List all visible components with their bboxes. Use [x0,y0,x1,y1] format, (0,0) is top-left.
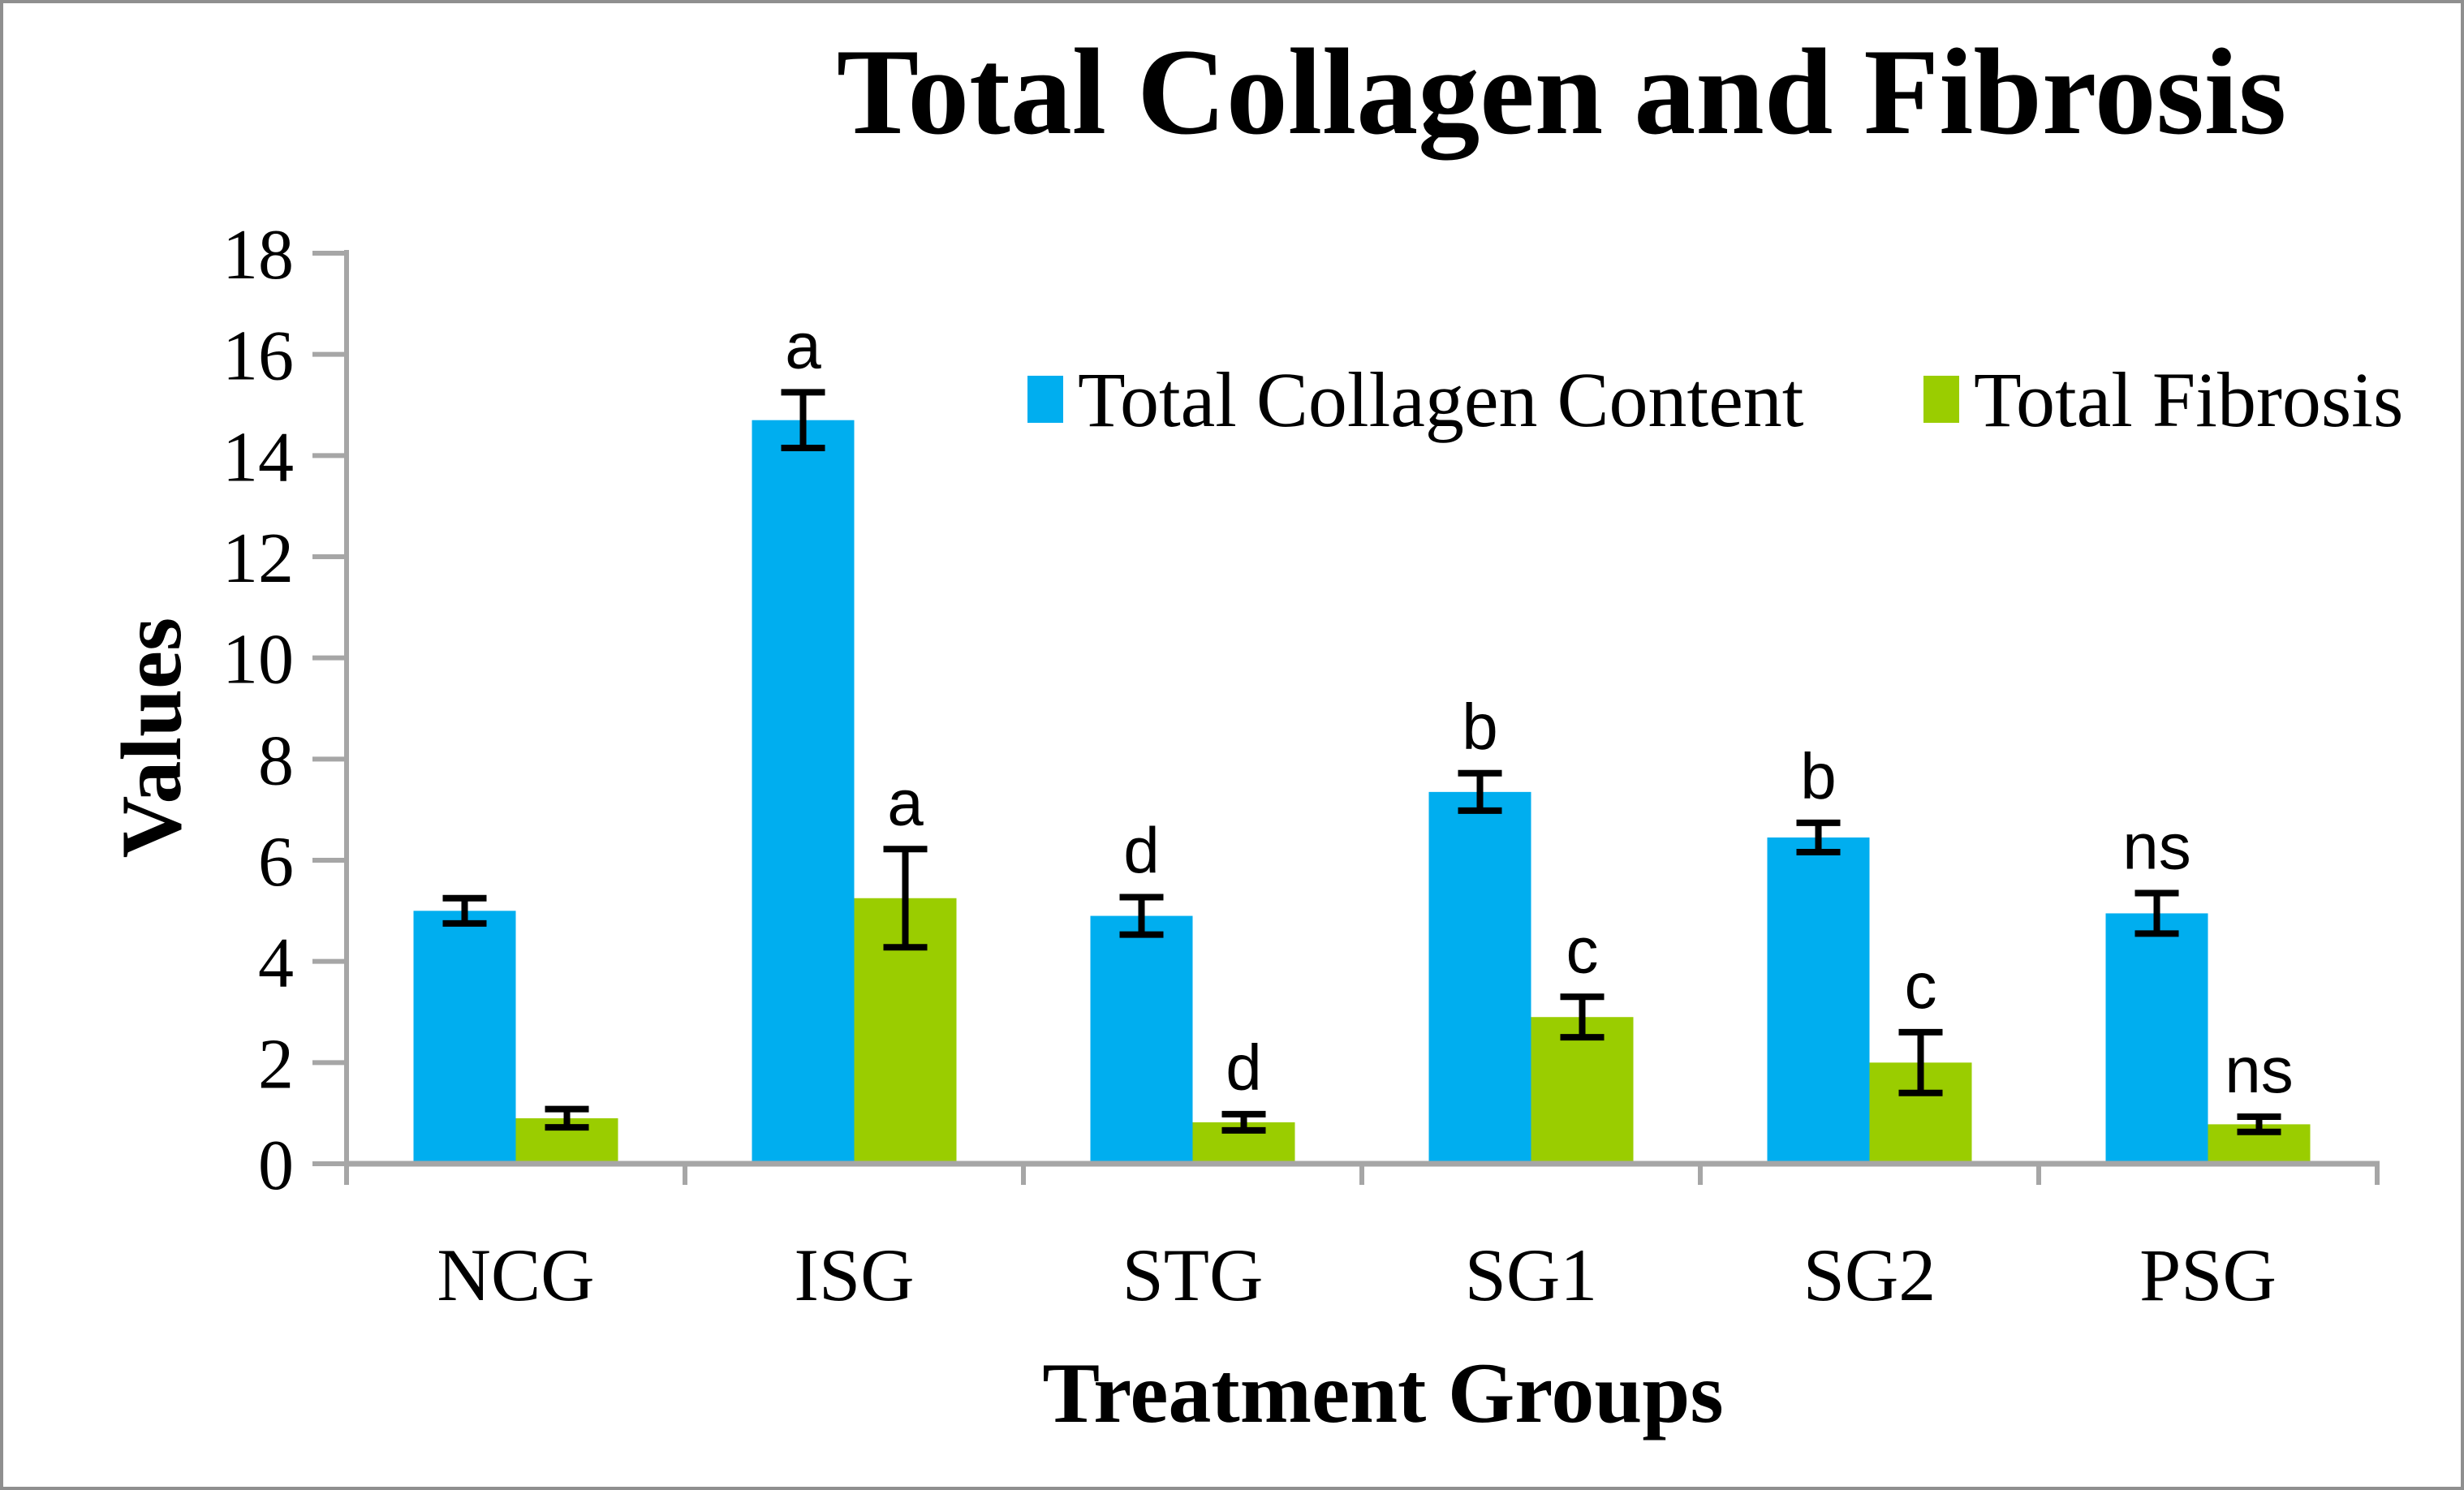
y-tick-label-2: 2 [258,1025,294,1104]
error-bar-fibrosis-ISG [883,846,928,951]
sig-label-collagen-SG1: b [1462,691,1498,763]
sig-label-fibrosis-SG1: c [1566,914,1599,986]
bar-collagen-SG1 [1428,791,1531,1164]
error-bar-fibrosis-SG1 [1560,993,1605,1041]
sig-label-fibrosis-PSG: ns [2225,1034,2294,1106]
x-category-label-NCG: NCG [437,1234,594,1316]
y-tick-label-0: 0 [258,1126,294,1205]
error-bar-fibrosis-STG [1221,1110,1266,1134]
bar-collagen-SG2 [1767,837,1870,1164]
sig-label-fibrosis-SG2: c [1905,950,1937,1022]
error-bar-fibrosis-PSG [2237,1113,2281,1135]
y-tick-label-6: 6 [258,823,294,902]
legend-item-total-collagen-content: Total Collagen Content [1027,355,1803,443]
y-tick-label-4: 4 [258,924,294,1003]
plot-area: a a d d b c b c ns ns 0 2 4 6 8 10 12 14 16 18 NCG ISG STG SG1 S… [222,216,2380,1316]
error-bar-collagen-NCG [442,894,487,927]
chart-title: Total Collagen and Fibrosis [836,24,2287,160]
bar-collagen-NCG [413,911,516,1164]
x-category-label-ISG: ISG [794,1234,914,1316]
sig-label-collagen-STG: d [1123,815,1160,887]
y-tick-label-10: 10 [222,621,294,700]
y-tick-label-12: 12 [222,519,294,598]
error-bar-fibrosis-NCG [545,1105,589,1131]
error-bar-collagen-SG1 [1458,769,1502,814]
y-axis-title: Values [104,617,199,859]
legend-label-total-collagen-content: Total Collagen Content [1078,355,1804,443]
error-bar-collagen-PSG [2134,889,2179,937]
x-axis-title: Treatment Groups [1042,1346,1724,1440]
x-category-label-SG2: SG2 [1803,1234,1936,1316]
bar-collagen-ISG [752,420,855,1164]
legend-swatch-fibrosis-icon [1923,376,1959,423]
bar-fibrosis-SG1 [1531,1017,1634,1164]
error-bar-collagen-STG [1119,894,1164,938]
legend-label-total-fibrosis: Total Fibrosis [1974,355,2404,443]
sig-label-collagen-SG2: b [1800,740,1837,812]
bar-collagen-STG [1090,915,1193,1164]
x-category-label-SG1: SG1 [1465,1234,1598,1316]
sig-label-fibrosis-STG: d [1226,1031,1262,1104]
sig-label-collagen-PSG: ns [2122,811,2191,883]
y-tick-label-8: 8 [258,721,294,800]
error-bar-fibrosis-SG2 [1898,1028,1943,1096]
y-tick-label-16: 16 [222,317,294,396]
legend-swatch-collagen-icon [1027,376,1063,423]
error-bar-collagen-ISG [781,389,825,451]
sig-label-fibrosis-ISG: a [887,766,924,838]
legend-item-total-fibrosis: Total Fibrosis [1923,355,2403,443]
sig-label-collagen-ISG: a [785,309,821,381]
error-bar-collagen-SG2 [1796,819,1841,856]
bar-collagen-PSG [2105,913,2208,1164]
x-category-label-STG: STG [1122,1234,1264,1316]
y-tick-label-14: 14 [222,418,294,497]
x-category-label-PSG: PSG [2139,1234,2277,1316]
y-tick-label-18: 18 [222,216,294,295]
